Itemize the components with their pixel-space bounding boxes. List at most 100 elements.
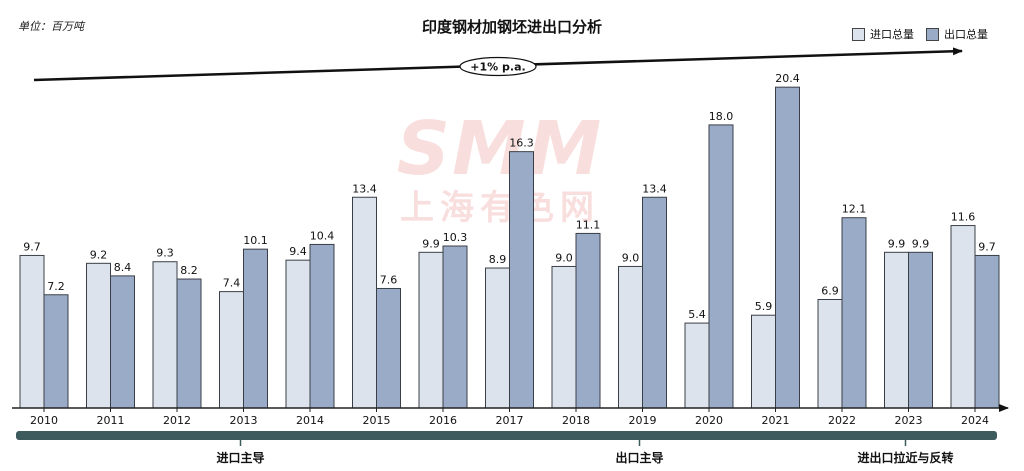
period-bar xyxy=(16,431,465,440)
bar-import xyxy=(950,225,976,409)
data-label-export: 13.4 xyxy=(642,182,667,195)
x-tick-label: 2024 xyxy=(961,414,989,427)
bar-export xyxy=(908,251,933,409)
x-tick-label: 2016 xyxy=(429,414,457,427)
legend-swatch-import xyxy=(852,27,865,41)
bar-import xyxy=(751,314,776,409)
bar-export xyxy=(43,294,69,409)
trend-label-bubble xyxy=(459,56,537,77)
bar-export xyxy=(442,245,468,409)
bar-import xyxy=(152,261,178,409)
x-tick-label: 2015 xyxy=(363,414,391,427)
data-label-export: 11.1 xyxy=(576,218,601,231)
x-tick-label: 2021 xyxy=(762,414,790,427)
data-label-export: 12.1 xyxy=(842,203,867,216)
legend-item-import: 进口总量 xyxy=(852,26,914,42)
data-label-import: 5.4 xyxy=(688,308,706,321)
x-tick-label: 2010 xyxy=(30,414,58,427)
x-tick-label: 2013 xyxy=(230,414,258,427)
bar-export xyxy=(775,86,800,409)
bars-group xyxy=(19,86,1000,409)
bar-import xyxy=(352,196,377,409)
data-label-import: 7.4 xyxy=(223,277,241,290)
bar-import xyxy=(551,265,577,409)
chart-title: 印度钢材加钢坯进出口分析 xyxy=(421,18,602,36)
bar-export xyxy=(376,287,401,409)
watermark: SMM 上海有色网 xyxy=(350,112,650,229)
data-label-export: 10.1 xyxy=(243,234,268,247)
legend: 进口总量 出口总量 xyxy=(852,26,988,42)
bar-export xyxy=(110,275,135,409)
bar-export xyxy=(708,124,734,409)
data-label-import: 11.6 xyxy=(951,211,976,224)
bar-import xyxy=(684,322,710,409)
watermark-name: 上海有色网 xyxy=(400,188,600,228)
data-label-import: 13.4 xyxy=(352,182,377,195)
data-label-export: 10.3 xyxy=(443,231,468,244)
legend-item-export: 出口总量 xyxy=(926,26,988,42)
data-label-export: 10.4 xyxy=(310,229,335,242)
bar-export xyxy=(176,278,202,409)
data-label-export: 9.9 xyxy=(912,237,930,250)
data-label-import: 9.3 xyxy=(156,247,174,260)
data-label-import: 5.9 xyxy=(755,300,773,313)
data-label-import: 9.0 xyxy=(555,251,573,264)
bar-export xyxy=(243,248,268,409)
period-bar xyxy=(415,431,864,440)
bar-import xyxy=(618,265,643,409)
data-label-export: 9.7 xyxy=(978,240,996,253)
data-label-import: 9.2 xyxy=(90,248,108,261)
period-label: 进出口拉近与反转 xyxy=(857,450,953,465)
unit-label: 单位：百万吨 xyxy=(18,20,84,33)
data-label-export: 7.6 xyxy=(380,273,398,286)
data-label-import: 9.9 xyxy=(422,237,440,250)
x-tick-label: 2018 xyxy=(562,414,590,427)
data-label-export: 20.4 xyxy=(775,72,800,85)
periods-group: 进口主导 出口主导 进出口拉近与反转 xyxy=(16,431,997,465)
x-tick-label: 2011 xyxy=(97,414,125,427)
data-labels-group: 9.7 7.2 9.2 8.4 9.3 8.2 7.4 10.1 9.410.4 13.4 7.6 9… xyxy=(23,72,996,321)
bar-import xyxy=(418,251,444,409)
data-label-import: 8.9 xyxy=(489,253,507,266)
data-label-import: 9.7 xyxy=(23,240,41,253)
x-tick-label: 2020 xyxy=(695,414,723,427)
x-tick-label: 2022 xyxy=(828,414,856,427)
trend-arrow-group: +1% p.a. xyxy=(33,47,963,82)
data-label-export: 8.4 xyxy=(114,261,132,274)
data-label-import: 9.4 xyxy=(289,245,307,258)
bar-export xyxy=(509,151,534,409)
x-tick-label: 2017 xyxy=(496,414,524,427)
bar-import xyxy=(86,262,111,409)
bar-import xyxy=(219,291,244,409)
bar-import xyxy=(884,251,909,409)
bar-export xyxy=(309,243,335,409)
legend-swatch-export xyxy=(926,27,939,41)
x-tick-label: 2012 xyxy=(163,414,191,427)
legend-label-import: 进口总量 xyxy=(870,28,914,41)
x-tick-label: 2014 xyxy=(296,414,324,427)
data-label-import: 6.9 xyxy=(821,284,839,297)
data-label-export: 18.0 xyxy=(709,110,734,123)
data-label-import: 9.9 xyxy=(888,237,906,250)
period-label: 进口主导 xyxy=(216,450,264,465)
data-label-import: 9.0 xyxy=(622,251,640,264)
x-tick-label: 2019 xyxy=(629,414,657,427)
data-label-export: 16.3 xyxy=(509,137,534,150)
x-axis-group: 2010 2011 2012 2013 2014 2015 2016 2017 2018 2019… xyxy=(12,404,1009,427)
bar-import xyxy=(485,267,510,409)
x-tick-label: 2023 xyxy=(895,414,923,427)
bar-export xyxy=(642,196,667,409)
period-label: 出口主导 xyxy=(615,450,663,465)
bar-import xyxy=(285,259,311,409)
bar-import xyxy=(817,298,843,409)
legend-label-export: 出口总量 xyxy=(944,28,988,41)
data-label-export: 7.2 xyxy=(47,280,65,293)
data-label-export: 8.2 xyxy=(180,264,198,277)
bar-export xyxy=(974,254,1000,409)
period-bar xyxy=(814,431,997,440)
bar-import xyxy=(19,254,45,409)
bar-export xyxy=(841,217,867,409)
trend-label: +1% p.a. xyxy=(470,61,525,74)
bar-export xyxy=(575,232,601,409)
